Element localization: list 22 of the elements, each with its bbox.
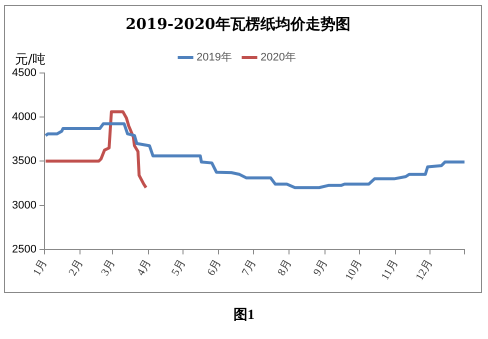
x-tick-label: 9月 [311, 258, 330, 278]
y-tick-label: 3000 [12, 199, 36, 212]
x-tick-label: 12月 [414, 258, 436, 283]
x-tick-label: 8月 [276, 258, 294, 278]
y-tick-label: 2500 [12, 243, 36, 256]
legend-label: 2020年 [260, 52, 296, 64]
x-tick-label: 11月 [379, 258, 400, 282]
legend-label: 2019年 [196, 52, 232, 64]
y-tick-label: 4000 [12, 111, 36, 124]
y-tick-label: 4500 [12, 67, 36, 80]
x-tick-label: 2月 [66, 258, 86, 278]
chart-title: 2019-2020年瓦楞纸均价走势图 [126, 14, 350, 33]
x-tick-label: 7月 [240, 258, 258, 278]
x-tick-label: 10月 [343, 258, 365, 283]
x-tick-label: 6月 [205, 258, 224, 278]
caption: 图1 [232, 306, 256, 324]
x-tick-label: 4月 [134, 258, 154, 278]
x-tick-label: 5月 [169, 258, 188, 278]
y-axis-title: 元/吨 [15, 52, 46, 68]
x-tick-label: 3月 [99, 258, 118, 278]
y-tick-label: 3500 [12, 155, 36, 168]
x-tick-label: 1月 [30, 258, 50, 278]
